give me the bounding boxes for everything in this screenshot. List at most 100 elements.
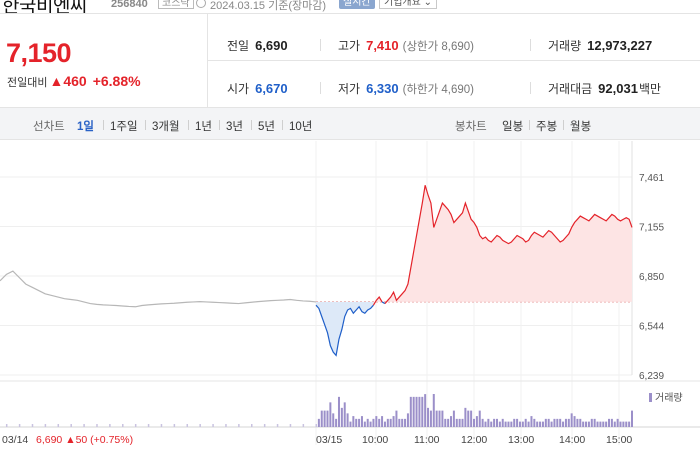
volume-bar (332, 413, 335, 427)
open-value: 6,670 (255, 81, 288, 96)
volume-bar (582, 421, 585, 427)
volume-bar (530, 416, 533, 427)
tab-daily-candle[interactable]: 일봉 (502, 121, 524, 133)
divider (530, 39, 531, 51)
volume-stat: 거래량 12,973,227 (548, 37, 652, 54)
volume-bar (5, 424, 8, 427)
volume-bar (587, 421, 590, 427)
volume-bar (404, 418, 407, 427)
volume-bar (550, 421, 553, 427)
volume-bar (521, 421, 524, 427)
volume-bar (539, 421, 542, 427)
chevron-down-icon: ⌄ (423, 0, 432, 8)
down-area-fill (316, 301, 374, 356)
volume-bar (31, 424, 34, 427)
volume-bar (458, 418, 461, 427)
tab-5year[interactable]: 5년 (258, 121, 275, 133)
volume-bar (70, 424, 72, 427)
volume-bar (238, 424, 240, 427)
price-stats: 전일 6,690 고가 7,410 (상한가 8,690) 거래량 12,973,227… (208, 14, 700, 107)
volume-bar (536, 421, 539, 427)
tab-10year[interactable]: 10년 (289, 121, 313, 133)
stats-divider (208, 60, 700, 61)
today-up-line (372, 296, 383, 306)
volume-bar (579, 418, 582, 427)
volume-bar (134, 424, 137, 427)
volume-bar (495, 418, 498, 427)
amount-stat: 거래대금 92,031백만 (548, 80, 661, 97)
tab-1day[interactable]: 1일 (77, 121, 94, 133)
tab-weekly-candle[interactable]: 주봉 (536, 121, 558, 133)
volume-bar (372, 418, 375, 427)
corp-info-dropdown[interactable]: 기업개요 ⌄ (379, 0, 437, 9)
change-value: 460 (63, 73, 87, 89)
tab-3year[interactable]: 3년 (226, 121, 243, 133)
volume-bar (173, 424, 176, 427)
volume-bar (593, 418, 596, 427)
volume-bar (378, 418, 381, 427)
volume-bar (590, 418, 593, 427)
lower-limit: (하한가 4,690) (402, 84, 475, 96)
today-up-line (384, 185, 633, 304)
change-label: 전일대비 (7, 77, 48, 89)
tab-1year[interactable]: 1년 (195, 121, 212, 133)
volume-bar (556, 418, 559, 427)
volume-bar (44, 424, 47, 427)
volume-legend-swatch (649, 393, 652, 402)
volume-bar (315, 424, 317, 427)
up-area-fill (384, 185, 632, 304)
volume-bar (631, 410, 633, 427)
low-stat: 저가 6,330 (하한가 4,690) (338, 80, 474, 97)
volume-bar (628, 421, 631, 427)
volume-bar (412, 396, 415, 427)
volume-bar (212, 424, 214, 427)
today-down-line (381, 301, 386, 305)
market-badge: 코스닥 (158, 0, 194, 9)
divider (320, 82, 321, 94)
volume-bar (381, 416, 384, 427)
current-price: 7,150 (6, 38, 72, 68)
price-chart[interactable]: 7,461 7,155 6,850 6,544 6,239 거래량 03/14 03/15… (0, 141, 700, 450)
volume-bar (186, 424, 189, 427)
tab-1week[interactable]: 1주일 (110, 121, 138, 133)
volume-bar (147, 424, 150, 427)
divider (320, 39, 321, 51)
volume-bar (481, 418, 484, 427)
volume-bar (441, 410, 444, 427)
volume-label: 거래량 (548, 39, 582, 53)
volume-bar (599, 421, 602, 427)
volume-bar (375, 416, 378, 427)
realtime-button[interactable]: 실시간 (339, 0, 375, 9)
tab-3month[interactable]: 3개월 (152, 121, 180, 133)
volume-bar (516, 418, 519, 427)
tab-monthly-candle[interactable]: 월봉 (570, 121, 592, 133)
volume-bar (302, 424, 305, 427)
volume-bar (470, 410, 473, 427)
x-tick-label: 03/15 (316, 434, 342, 446)
volume-bar (450, 416, 453, 427)
tab-divider (282, 120, 283, 130)
volume-bar (475, 416, 478, 427)
stock-header: 한국비엔씨 256840 코스닥 2024.03.15 기준(장마감) 실시간 … (0, 0, 700, 14)
volume-bar (96, 424, 98, 427)
up-arrow-icon: ▲ (49, 73, 64, 89)
tab-divider (251, 120, 252, 130)
volume-bar (276, 424, 279, 427)
high-stat: 고가 7,410 (상한가 8,690) (338, 37, 474, 54)
volume-bar (498, 421, 501, 427)
tab-divider (145, 120, 146, 130)
volume-bar (358, 418, 361, 427)
price-change: 전일대비 ▲460 +6.88% (7, 73, 141, 90)
volume-bar (366, 418, 369, 427)
volume-bar (544, 418, 547, 427)
volume-bar (616, 418, 619, 427)
volume-bar (464, 407, 467, 427)
volume-bar (418, 396, 421, 427)
volume-bar (444, 418, 447, 427)
volume-bar (553, 418, 556, 427)
volume-bar (547, 418, 550, 427)
volume-bar (504, 421, 507, 427)
chart-svg: 7,461 7,155 6,850 6,544 6,239 거래량 03/14 03/15… (0, 141, 700, 446)
volume-bar (585, 421, 588, 427)
prev-close-value: 6,690 (255, 38, 288, 53)
